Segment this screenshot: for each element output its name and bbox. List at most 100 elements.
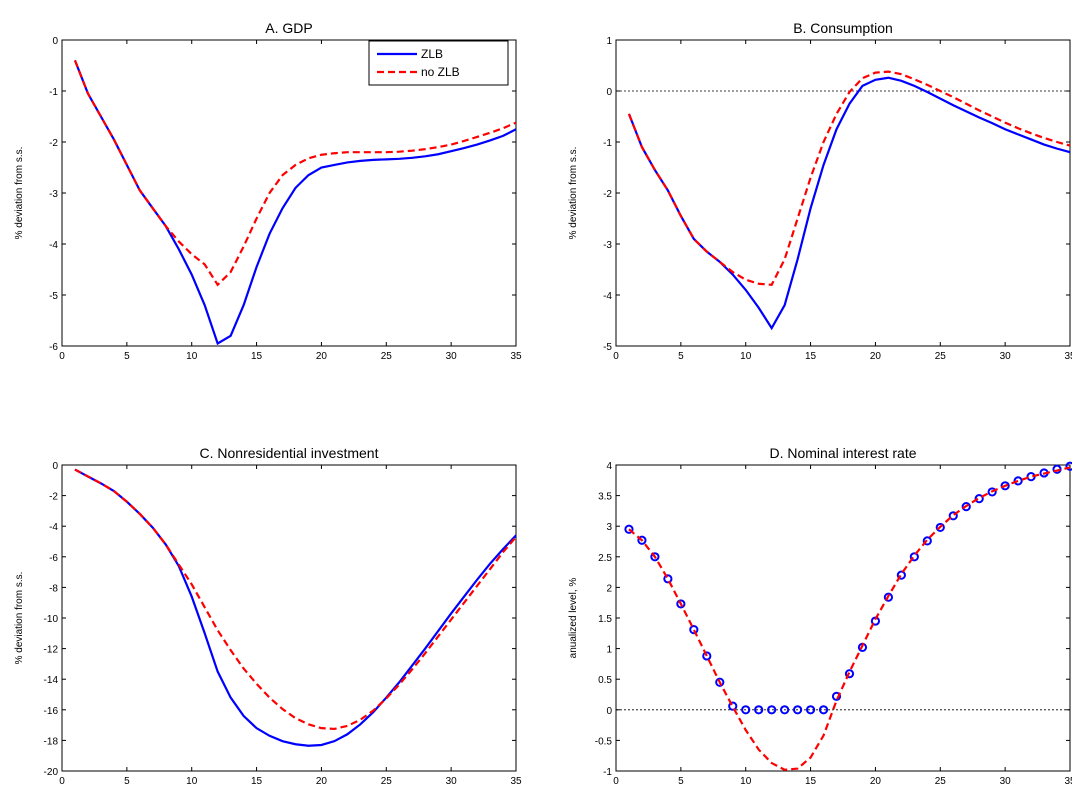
y-tick-label: -6 <box>49 342 58 353</box>
y-tick-label: -2 <box>49 138 58 149</box>
data-point-zlb <box>1052 464 1062 474</box>
plot-frame <box>61 39 517 347</box>
y-tick-label: -0.5 <box>595 736 613 747</box>
x-tick-label: 35 <box>1064 776 1072 787</box>
data-point-zlb <box>1000 481 1010 491</box>
y-tick-label: -1 <box>603 138 612 149</box>
y-tick-label: 2 <box>606 583 612 594</box>
y-tick-label: -5 <box>603 342 612 353</box>
y-tick-label: -14 <box>44 675 59 686</box>
data-point-zlb <box>974 494 984 504</box>
y-tick-label: -4 <box>49 240 58 251</box>
y-tick-label: -3 <box>49 189 58 200</box>
panel-b-consumption: B. Consumption % deviation from s.s. 0 5 1… <box>568 20 1072 362</box>
x-tick-label: 0 <box>59 776 65 787</box>
x-tick-label: 10 <box>740 776 752 787</box>
y-tick-label: -4 <box>49 522 58 533</box>
data-point-zlb <box>676 599 686 609</box>
x-tick-label: 30 <box>1000 351 1012 362</box>
y-axis-label: % deviation from s.s. <box>14 147 25 240</box>
y-tick-label: -2 <box>49 492 58 503</box>
legend-label-no-zlb: no ZLB <box>421 65 460 79</box>
y-tick-label: 1 <box>606 645 612 656</box>
plot-frame <box>615 464 1071 772</box>
x-tick-label: 35 <box>510 776 522 787</box>
x-tick-label: 20 <box>870 351 882 362</box>
y-tick-label: -10 <box>44 614 59 625</box>
data-point-zlb <box>663 574 673 584</box>
y-tick-label: 0 <box>52 461 58 472</box>
data-point-zlb <box>961 502 971 512</box>
data-point-zlb <box>715 677 725 687</box>
data-point-zlb <box>844 669 855 679</box>
y-tick-label: 3 <box>606 522 612 533</box>
y-tick-label: -12 <box>44 645 59 656</box>
y-axis-label: % deviation from s.s. <box>14 572 25 665</box>
data-point-zlb <box>935 522 945 533</box>
panel-d-nominal-interest-rate: D. Nominal interest rate anualized level… <box>568 445 1072 787</box>
x-tick-label: 10 <box>186 351 198 362</box>
y-tick-label: -2 <box>603 189 612 200</box>
data-point-zlb <box>831 691 842 701</box>
panel-title: C. Nonresidential investment <box>200 445 379 461</box>
data-point-zlb <box>702 651 712 661</box>
data-point-zlb <box>650 552 660 562</box>
data-point-zlb <box>780 705 790 715</box>
y-tick-label: -8 <box>49 583 58 594</box>
x-tick-label: 15 <box>805 351 817 362</box>
x-tick-label: 5 <box>678 776 684 787</box>
panel-c-nonresidential-investment: C. Nonresidential investment % deviation… <box>14 445 522 787</box>
data-point-zlb <box>637 535 647 545</box>
data-point-zlb <box>754 705 764 715</box>
y-tick-label: -1 <box>603 767 612 778</box>
legend: ZLB no ZLB <box>368 40 509 86</box>
y-tick-label: -20 <box>44 767 59 778</box>
series-line-no-zlb <box>628 466 1070 771</box>
panel-title: B. Consumption <box>793 20 893 36</box>
x-tick-label: 25 <box>381 351 393 362</box>
data-point-zlb <box>1013 476 1023 486</box>
data-point-zlb <box>767 705 777 715</box>
x-tick-label: 25 <box>935 776 947 787</box>
x-tick-label: 25 <box>381 776 393 787</box>
x-tick-label: 20 <box>870 776 882 787</box>
series-line-zlb <box>627 76 1070 331</box>
data-point-zlb <box>909 552 919 562</box>
plot-frame <box>615 39 1071 347</box>
data-point-zlb <box>818 705 829 715</box>
y-tick-label: -6 <box>49 553 58 564</box>
x-tick-label: 20 <box>316 351 328 362</box>
data-point-zlb <box>896 570 906 580</box>
data-point-zlb <box>793 705 803 715</box>
legend-box <box>368 40 509 86</box>
y-tick-label: 3.5 <box>598 492 612 503</box>
plot-frame <box>61 464 517 772</box>
x-tick-label: 10 <box>186 776 198 787</box>
x-tick-label: 0 <box>613 776 619 787</box>
data-point-zlb <box>728 701 738 711</box>
x-tick-label: 15 <box>251 776 263 787</box>
x-tick-label: 20 <box>316 776 328 787</box>
y-tick-label: -16 <box>44 706 59 717</box>
x-tick-label: 0 <box>613 351 619 362</box>
data-point-zlb <box>805 705 816 715</box>
y-tick-label: -5 <box>49 291 58 302</box>
y-tick-label: 0.5 <box>598 675 612 686</box>
y-tick-label: 2.5 <box>598 553 612 564</box>
legend-label-zlb: ZLB <box>421 47 443 61</box>
panel-title: D. Nominal interest rate <box>769 445 916 461</box>
panel-a-gdp: A. GDP % deviation from s.s. 0 5 10 15 20 25 3… <box>14 20 522 362</box>
y-tick-label: 1 <box>606 36 612 47</box>
x-tick-label: 0 <box>59 351 65 362</box>
y-axis-label: anualized level, % <box>568 578 579 659</box>
y-tick-label: -4 <box>603 291 612 302</box>
x-tick-label: 5 <box>678 351 684 362</box>
data-point-zlb <box>922 536 932 546</box>
series-line-no-zlb <box>627 70 1070 286</box>
x-tick-label: 5 <box>124 776 130 787</box>
series-line-no-zlb <box>74 468 516 731</box>
y-tick-label: -18 <box>44 736 59 747</box>
x-tick-label: 35 <box>510 351 522 362</box>
y-tick-label: -1 <box>49 87 58 98</box>
